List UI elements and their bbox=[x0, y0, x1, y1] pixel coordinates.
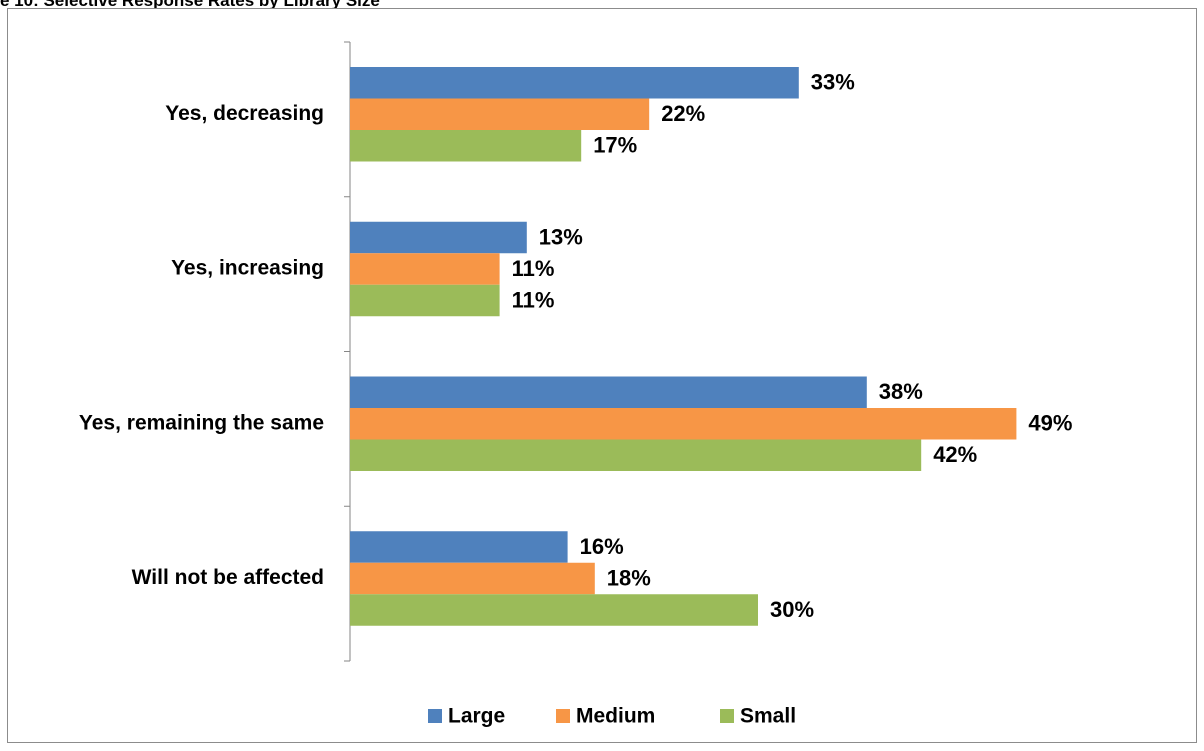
value-label-large-yes-decreasing: 33% bbox=[811, 70, 855, 95]
bar-chart: Yes, decreasing Yes, increasing Yes, remai… bbox=[79, 41, 1072, 728]
value-label-medium-yes-decreasing: 22% bbox=[661, 101, 705, 126]
value-label-large-will-not-be-affected: 16% bbox=[580, 534, 624, 559]
legend-swatch-medium bbox=[556, 709, 570, 723]
category-label-yes-increasing: Yes, increasing bbox=[171, 257, 324, 280]
legend-label-large: Large bbox=[448, 705, 505, 728]
value-label-medium-will-not-be-affected: 18% bbox=[607, 565, 651, 590]
bar-medium-will-not-be-affected bbox=[350, 562, 595, 595]
value-label-medium-yes-remaining-the-same: 49% bbox=[1028, 411, 1072, 436]
value-label-small-will-not-be-affected: 30% bbox=[770, 597, 814, 622]
bar-small-will-not-be-affected bbox=[350, 594, 758, 626]
value-label-medium-yes-increasing: 11% bbox=[512, 256, 555, 281]
value-label-large-yes-increasing: 13% bbox=[539, 224, 583, 249]
legend-swatch-small bbox=[720, 709, 734, 723]
bar-large-yes-decreasing bbox=[350, 67, 799, 99]
bar-medium-yes-remaining-the-same bbox=[350, 408, 1017, 440]
legend-swatch-large bbox=[428, 709, 442, 723]
figure-caption: e 10: Selective Response Rates by Librar… bbox=[0, 0, 380, 10]
value-label-small-yes-decreasing: 17% bbox=[593, 133, 637, 158]
chart-area: Yes, decreasing Yes, increasing Yes, remai… bbox=[7, 8, 1197, 743]
bar-medium-yes-decreasing bbox=[350, 98, 650, 130]
bar-medium-yes-increasing bbox=[350, 253, 500, 285]
bar-small-yes-remaining-the-same bbox=[350, 439, 922, 471]
bar-large-will-not-be-affected bbox=[350, 531, 568, 563]
legend-label-medium: Medium bbox=[576, 705, 655, 728]
bar-small-yes-increasing bbox=[350, 284, 500, 317]
bar-large-yes-increasing bbox=[350, 221, 527, 254]
value-label-small-yes-increasing: 11% bbox=[512, 287, 555, 312]
bar-large-yes-remaining-the-same bbox=[350, 376, 867, 408]
category-label-yes-decreasing: Yes, decreasing bbox=[165, 102, 324, 125]
category-label-yes-remaining-the-same: Yes, remaining the same bbox=[79, 411, 324, 434]
legend-label-small: Small bbox=[740, 705, 796, 728]
value-label-small-yes-remaining-the-same: 42% bbox=[933, 442, 977, 467]
category-label-will-not-be-affected: Will not be affected bbox=[132, 566, 324, 589]
bar-small-yes-decreasing bbox=[350, 130, 582, 162]
value-label-large-yes-remaining-the-same: 38% bbox=[879, 379, 923, 404]
